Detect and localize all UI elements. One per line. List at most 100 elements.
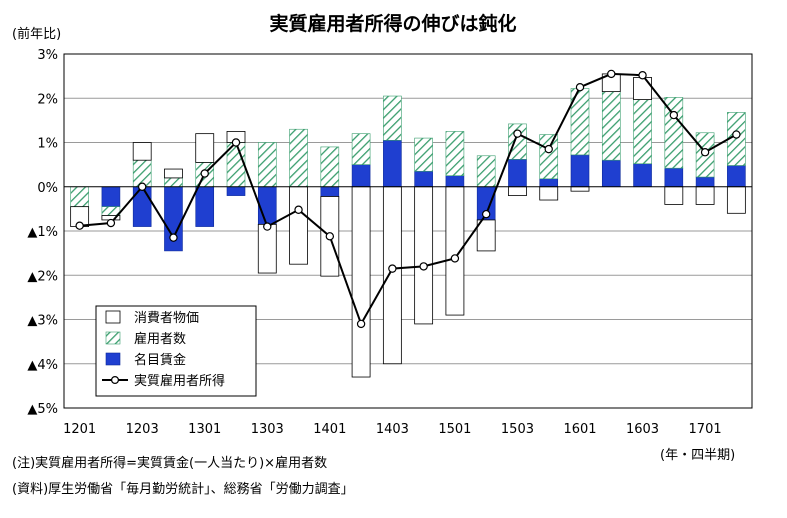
- bar-consumer-price: [351, 186, 371, 378]
- x-axis-label: (年・四半期): [660, 448, 735, 463]
- y-tick-label: ▲1%: [27, 225, 58, 240]
- x-tick-labels: 1201 1203 1301 1303 1401 1403 1501 1503 1601 1603…: [63, 422, 722, 437]
- bar-nominal-wage: [695, 176, 715, 188]
- bar-nominal-wage: [351, 164, 371, 188]
- real-income-point: [356, 319, 366, 329]
- bar-consumer-price: [633, 77, 652, 100]
- real-income-point: [137, 182, 147, 191]
- real-income-point: [388, 264, 397, 273]
- x-tick-label: 1503: [501, 422, 534, 437]
- real-income-point: [575, 82, 585, 92]
- y-tick-label: 3%: [37, 48, 58, 63]
- real-income-point: [669, 110, 679, 120]
- y-tick-label: ▲2%: [27, 269, 58, 284]
- bar-nominal-wage: [414, 170, 433, 188]
- x-tick-label: 1501: [438, 422, 471, 437]
- note-formula: (注)実質雇用者所得=実質賃金(一人当たり)×雇用者数: [12, 456, 328, 471]
- bar-consumer-price: [257, 223, 277, 274]
- real-income-line: [75, 69, 741, 329]
- bar-consumer-price: [726, 186, 746, 214]
- bar-consumer-price: [164, 168, 183, 179]
- real-income-point: [75, 221, 84, 230]
- bar-employment: [351, 133, 371, 165]
- bar-consumer-price: [289, 186, 308, 265]
- x-tick-label: 1603: [626, 422, 659, 437]
- y-tick-label: 1%: [37, 137, 58, 152]
- bar-consumer-price: [664, 186, 684, 205]
- x-tick-label: 1701: [689, 422, 722, 437]
- real-income-point: [544, 144, 553, 154]
- x-tick-label: 1201: [63, 422, 96, 437]
- legend-label: 消費者物価: [134, 311, 199, 326]
- bar-nominal-wage: [383, 139, 402, 188]
- bar-nominal-wage: [445, 175, 465, 188]
- bar-nominal-wage: [539, 178, 559, 188]
- legend-label: 雇用者数: [134, 331, 186, 347]
- bar-consumer-price: [570, 186, 590, 192]
- bar-consumer-price: [508, 186, 527, 196]
- x-tick-label: 1403: [376, 422, 409, 437]
- y-tick-label: ▲4%: [27, 358, 58, 373]
- real-income-point: [481, 209, 491, 219]
- bar-employment: [70, 186, 89, 207]
- y-tick-label: ▲5%: [27, 402, 58, 417]
- bar-employment: [164, 177, 183, 188]
- bar-employment: [383, 95, 402, 141]
- legend-swatch-marker: [110, 376, 119, 385]
- bar-employment: [257, 142, 277, 188]
- bar-nominal-wage: [508, 159, 527, 188]
- bars: [70, 73, 746, 378]
- bar-consumer-price: [476, 219, 496, 252]
- bar-nominal-wage: [601, 159, 621, 188]
- x-tick-label: 1601: [563, 422, 596, 437]
- bar-nominal-wage: [257, 186, 277, 225]
- y-tick-labels: 3% 2% 1% 0% ▲1% ▲2% ▲3% ▲4% ▲5%: [27, 48, 58, 417]
- real-income-point: [106, 218, 116, 228]
- x-tick-label: 1203: [126, 422, 159, 437]
- real-income-point: [732, 130, 741, 139]
- legend-label: 名目賃金: [134, 352, 186, 368]
- bar-nominal-wage: [195, 186, 215, 227]
- real-income-point: [513, 129, 522, 138]
- bar-employment: [633, 99, 652, 165]
- note-source: (資料)厚生労働省「毎月勤労統計」、総務省「労働力調査」: [12, 482, 354, 497]
- bar-employment: [320, 146, 340, 188]
- x-tick-label: 1303: [251, 422, 284, 437]
- y-tick-label: 2%: [37, 92, 58, 107]
- real-income-point: [169, 233, 178, 242]
- bar-nominal-wage: [320, 186, 340, 197]
- legend-swatch-nominal-wage: [105, 352, 121, 366]
- chart-title: 実質雇用者所得の伸びは鈍化: [269, 12, 516, 35]
- bar-consumer-price: [414, 186, 434, 325]
- bar-nominal-wage: [570, 154, 590, 188]
- bar-employment: [445, 131, 465, 176]
- bar-employment: [539, 134, 559, 180]
- bar-employment: [664, 97, 684, 169]
- bar-consumer-price: [539, 186, 559, 201]
- real-income-point: [638, 71, 647, 80]
- bar-consumer-price: [382, 186, 402, 365]
- plot-frame: [63, 53, 753, 409]
- bar-employment: [508, 123, 527, 160]
- bar-nominal-wage: [633, 163, 652, 188]
- legend-swatch-employment: [105, 331, 121, 345]
- y-tick-label: 0%: [37, 181, 58, 196]
- real-income-point: [294, 205, 303, 214]
- y-axis-label: (前年比): [12, 26, 61, 42]
- bar-nominal-wage: [664, 167, 684, 188]
- real-income-point: [231, 138, 241, 147]
- y-tick-label: ▲3%: [27, 314, 58, 329]
- bar-consumer-price: [195, 133, 215, 163]
- x-tick-label: 1301: [188, 422, 221, 437]
- bar-nominal-wage: [226, 186, 246, 196]
- real-income-point: [200, 169, 209, 178]
- real-income-point: [419, 262, 428, 271]
- real-income-point: [700, 148, 710, 157]
- bar-employment: [414, 137, 433, 172]
- bar-employment: [601, 91, 621, 161]
- real-income-point: [325, 232, 335, 241]
- bar-employment: [289, 128, 308, 188]
- legend-swatch-consumer-price: [105, 310, 121, 324]
- bar-consumer-price: [132, 142, 152, 161]
